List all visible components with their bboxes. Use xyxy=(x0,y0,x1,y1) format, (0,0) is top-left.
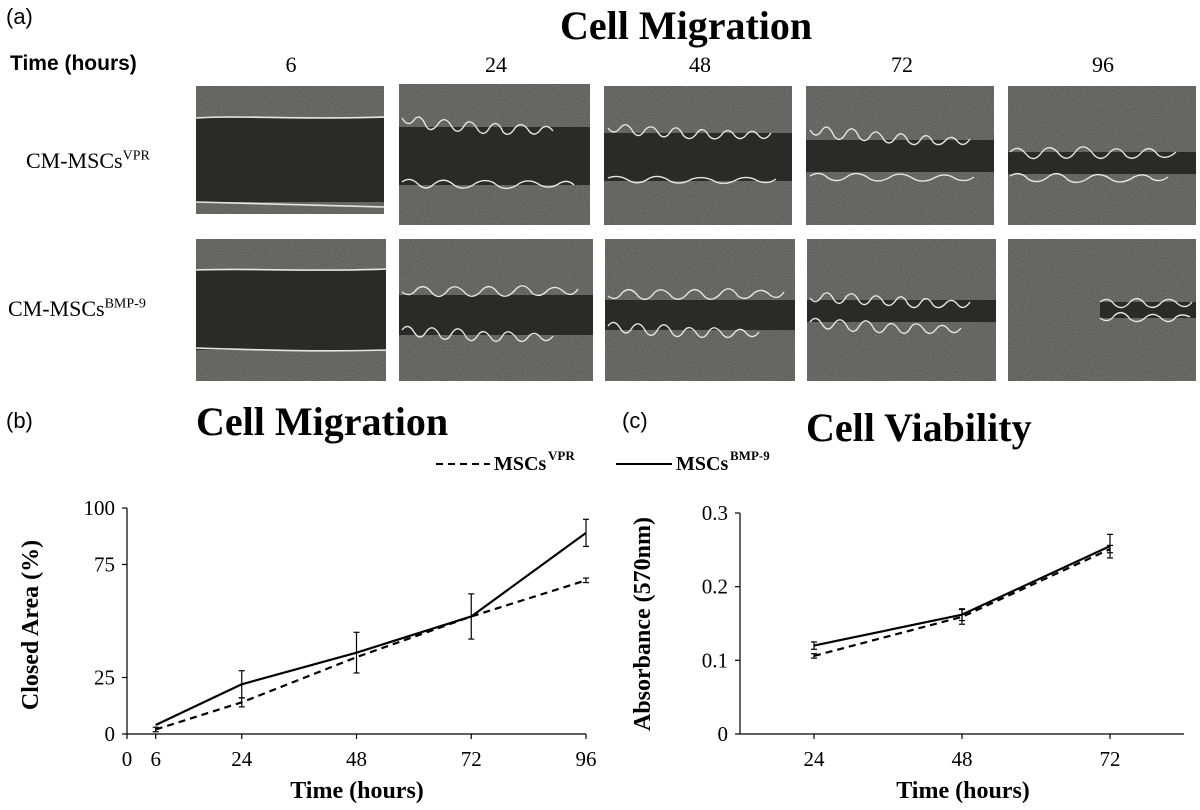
row-label-bmp9-sup: BMP-9 xyxy=(104,296,146,312)
migration-error-bar xyxy=(152,726,159,733)
time-72: 72 xyxy=(891,52,913,77)
row-label-bmp9: CM-MSCsBMP-9 xyxy=(8,296,146,322)
migration-x-axis-label: Time (hours) xyxy=(290,778,424,804)
migration-x-tick-label: 48 xyxy=(346,747,367,771)
viability-y-tick-label: 0.1 xyxy=(702,648,728,672)
time-label: Time (hours) xyxy=(10,52,137,75)
micrograph-bmp9-6h xyxy=(195,239,387,381)
viability-y-tick-label: 0 xyxy=(718,722,729,746)
time-6: 6 xyxy=(285,52,297,77)
micrograph-bmp9-72h xyxy=(807,239,996,381)
micrograph-vpr-24h xyxy=(399,84,590,225)
micrograph-grid xyxy=(195,84,1196,381)
migration-y-tick-label: 0 xyxy=(105,722,116,746)
micrograph-vpr-6h xyxy=(195,86,385,214)
migration-error-bar xyxy=(468,593,475,640)
viability-x-tick-label: 72 xyxy=(1100,747,1121,771)
row-label-vpr-name: CM-MSCs xyxy=(26,148,123,173)
migration-y-axis-label: Closed Area (%) xyxy=(18,540,44,710)
migration-x-tick-label: 0 xyxy=(122,747,133,771)
legend-bmp9-sup: BMP-9 xyxy=(730,448,770,463)
panel-c-letter: (c) xyxy=(622,408,648,433)
panel-b-letter: (b) xyxy=(6,408,33,433)
viability-y-axis-label: Absorbance (570nm) xyxy=(630,517,656,731)
viability-series-bmp9-line xyxy=(813,545,1111,647)
migration-y-tick-label: 25 xyxy=(94,666,115,690)
row-label-vpr-sup: VPR xyxy=(122,148,150,164)
legend-bmp9-name: MSCs xyxy=(676,453,728,475)
time-24: 24 xyxy=(485,52,507,77)
viability-x-tick-label: 48 xyxy=(952,747,973,771)
viability-error-bar xyxy=(811,653,817,659)
viability-y-tick-label: 0.3 xyxy=(702,501,728,525)
panel-a-title: Cell Migration xyxy=(560,3,813,48)
migration-error-bar xyxy=(583,518,589,548)
micrograph-bmp9-24h xyxy=(399,239,593,381)
legend: MSCs VPR MSCs BMP-9 xyxy=(436,448,770,475)
migration-y-tick-label: 100 xyxy=(84,496,116,520)
viability-error-bar xyxy=(959,608,965,622)
legend-vpr-sup: VPR xyxy=(548,448,575,463)
migration-series-vpr-line xyxy=(155,579,587,731)
viability-chart: 0 0.1 0.2 0.3 24 48 72 Time (hours) Absorbance… xyxy=(630,501,1184,804)
viability-error-bar xyxy=(1107,533,1113,559)
panel-c-title: Cell Viability xyxy=(806,405,1032,450)
viability-series-vpr-line xyxy=(813,548,1111,657)
migration-x-tick-label: 72 xyxy=(461,747,482,771)
migration-error-bar xyxy=(583,577,589,584)
panel-a-letter: (a) xyxy=(6,4,33,29)
viability-x-tick-label: 24 xyxy=(804,747,826,771)
viability-error-bar xyxy=(811,641,817,650)
row-label-bmp9-name: CM-MSCs xyxy=(8,296,105,321)
viability-x-axis-label: Time (hours) xyxy=(896,778,1030,804)
viability-y-tick-label: 0.2 xyxy=(702,575,728,599)
migration-y-tick-label: 75 xyxy=(94,553,115,577)
micrograph-vpr-96h xyxy=(1008,86,1196,225)
micrograph-bmp9-48h xyxy=(605,239,795,381)
migration-x-tick-label: 96 xyxy=(576,747,597,771)
legend-vpr-name: MSCs xyxy=(494,453,546,475)
time-96: 96 xyxy=(1092,52,1114,77)
time-48: 48 xyxy=(689,52,711,77)
micrograph-vpr-48h xyxy=(604,86,792,225)
micrograph-bmp9-96h xyxy=(1008,239,1196,381)
panel-b-title: Cell Migration xyxy=(196,399,449,444)
migration-x-tick-label: 24 xyxy=(231,747,253,771)
migration-error-bar xyxy=(238,670,245,699)
migration-error-bar xyxy=(353,631,360,674)
micrograph-vpr-72h xyxy=(806,86,994,225)
row-label-vpr: CM-MSCsVPR xyxy=(26,148,150,174)
migration-series-bmp9-line xyxy=(155,531,587,726)
migration-x-tick-label: 6 xyxy=(150,747,161,771)
